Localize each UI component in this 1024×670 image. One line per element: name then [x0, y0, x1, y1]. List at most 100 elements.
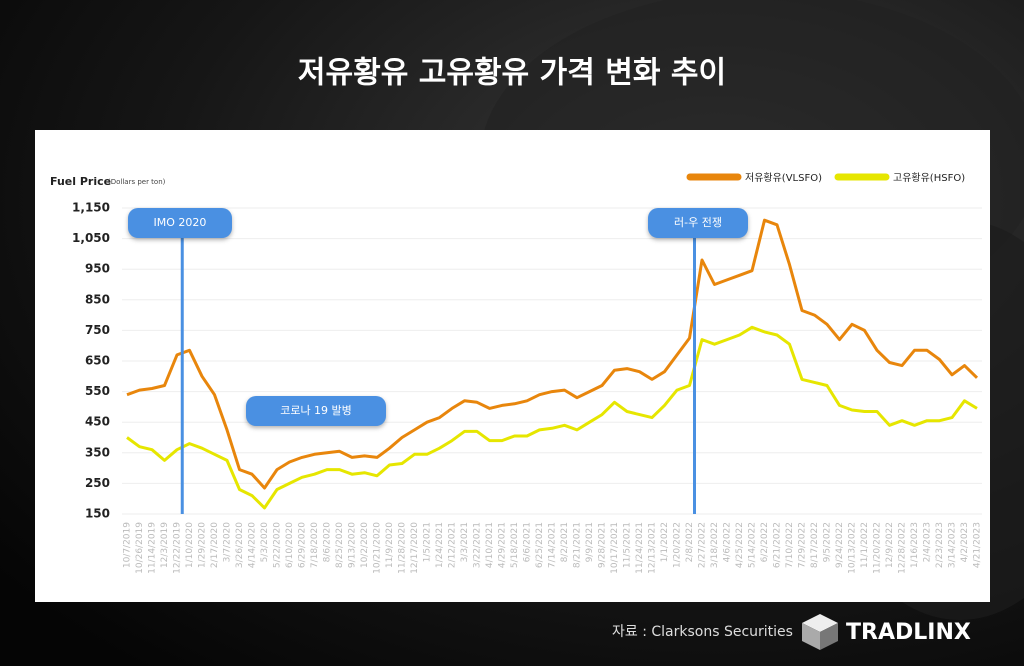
annotation-text: 코로나 19 발병 [280, 404, 352, 417]
x-tick-label: 4/2/2023 [960, 522, 970, 562]
x-tick-label: 2/12/2021 [448, 522, 458, 568]
x-tick-label: 9/28/2021 [598, 522, 608, 568]
x-tick-label: 12/3/2019 [160, 522, 170, 568]
annotation-text: IMO 2020 [154, 216, 207, 229]
annotation-box [128, 208, 232, 238]
y-tick-label: 1,050 [72, 231, 110, 245]
x-tick-label: 10/2/2020 [360, 522, 370, 568]
line-series [126, 325, 978, 510]
x-tick-label: 4/14/2020 [248, 522, 258, 568]
y-tick-label: 350 [85, 445, 110, 459]
x-tick-label: 1/5/2021 [423, 522, 433, 562]
y-tick-label: 1,150 [72, 201, 110, 215]
x-tick-label: 7/18/2020 [310, 522, 320, 568]
annotation-box [648, 208, 748, 238]
x-tick-label: 1/20/2022 [673, 522, 683, 568]
x-tick-label: 10/7/2019 [123, 522, 133, 568]
x-tick-label: 12/28/2022 [898, 522, 908, 574]
x-tick-label: 4/21/2023 [973, 522, 983, 568]
x-tick-label: 8/21/2021 [573, 522, 583, 568]
y-tick-label: 250 [85, 476, 110, 490]
x-tick-label: 11/5/2021 [623, 522, 633, 568]
x-tick-label: 5/14/2022 [748, 522, 758, 568]
legend-label: 고유황유(HSFO) [893, 172, 965, 184]
x-tick-label: 4/29/2021 [498, 522, 508, 568]
y-tick-label: 150 [85, 507, 110, 521]
x-tick-label: 11/20/2022 [873, 522, 883, 574]
x-tick-label: 2/8/2022 [685, 522, 695, 562]
legend-label: 저유황유(VLSFO) [745, 172, 822, 184]
x-tick-label: 10/13/2022 [848, 522, 858, 574]
y-tick-label: 850 [85, 292, 110, 306]
source: 자료 : Clarksons Securities [612, 624, 793, 640]
x-tick-label: 10/21/2020 [373, 522, 383, 574]
x-tick-label: 9/5/2022 [823, 522, 833, 562]
y-tick-label: 950 [85, 262, 110, 276]
x-tick-label: 9/24/2022 [835, 522, 845, 568]
x-tick-label: 5/22/2020 [273, 522, 283, 568]
x-tick-label: 8/17/2022 [810, 522, 820, 568]
x-tick-label: 4/10/2021 [485, 522, 495, 568]
x-tick-label: 2/4/2023 [923, 522, 933, 562]
x-tick-label: 6/2/2022 [760, 522, 770, 562]
x-tick-label: 10/26/2019 [135, 522, 145, 574]
y-axis-label: Fuel Price [50, 175, 111, 188]
x-tick-label: 1/1/2022 [660, 522, 670, 562]
cube-left [802, 623, 820, 650]
x-tick-label: 2/27/2022 [698, 522, 708, 568]
x-tick-label: 8/25/2020 [335, 522, 345, 568]
y-tick-label: 750 [85, 323, 110, 337]
x-tick-label: 12/17/2020 [410, 522, 420, 574]
x-tick-label: 5/18/2021 [510, 522, 520, 568]
x-tick-label: 7/10/2022 [785, 522, 795, 568]
x-tick-label: 4/6/2022 [723, 522, 733, 562]
x-tick-label: 10/17/2021 [610, 522, 620, 574]
x-tick-label: 6/21/2022 [773, 522, 783, 568]
x-tick-label: 11/24/2021 [635, 522, 645, 574]
x-tick-label: 1/24/2021 [435, 522, 445, 568]
x-tick-label: 1/10/2020 [185, 522, 195, 568]
x-tick-label: 11/9/2020 [385, 522, 395, 568]
x-tick-label: 2/17/2020 [210, 522, 220, 568]
x-tick-label: 6/25/2021 [535, 522, 545, 568]
x-tick-label: 7/29/2022 [798, 522, 808, 568]
chart-title: 저유황유 고유황유 가격 변화 추이 [298, 56, 726, 91]
annotation-text: 러-우 전쟁 [674, 216, 722, 229]
x-tick-label: 2/23/2023 [935, 522, 945, 568]
x-tick-label: 9/9/2021 [585, 522, 595, 562]
x-tick-label: 6/6/2021 [523, 522, 533, 562]
x-tick-label: 8/2/2021 [560, 522, 570, 562]
y-axis-unit: (Dollars per ton) [108, 178, 166, 186]
x-tick-label: 1/16/2023 [910, 522, 920, 568]
brand: TRADLINX [846, 620, 971, 645]
x-tick-label: 11/1/2022 [860, 522, 870, 568]
x-tick-label: 11/14/2019 [148, 522, 158, 574]
x-tick-label: 3/26/2020 [235, 522, 245, 568]
line-series [126, 218, 979, 490]
y-tick-label: 450 [85, 415, 110, 429]
x-tick-label: 8/6/2020 [323, 522, 333, 563]
x-tick-label: 7/14/2021 [548, 522, 558, 568]
x-tick-label: 3/3/2021 [460, 522, 470, 562]
x-tick-label: 6/29/2020 [298, 522, 308, 568]
x-tick-label: 11/28/2020 [398, 522, 408, 574]
x-tick-label: 12/22/2019 [173, 522, 183, 574]
annotation-box [246, 396, 386, 426]
x-tick-label: 3/22/2021 [473, 522, 483, 568]
x-tick-label: 5/3/2020 [260, 522, 270, 563]
x-tick-label: 1/29/2020 [198, 522, 208, 568]
x-tick-label: 6/10/2020 [285, 522, 295, 568]
x-tick-label: 3/18/2022 [710, 522, 720, 568]
logo-icon [802, 614, 838, 650]
x-tick-label: 12/13/2021 [648, 522, 658, 574]
y-tick-label: 650 [85, 354, 110, 368]
x-tick-label: 9/13/2020 [348, 522, 358, 568]
x-tick-label: 4/25/2022 [735, 522, 745, 568]
x-tick-label: 3/7/2020 [223, 522, 233, 563]
x-tick-label: 3/14/2023 [948, 522, 958, 568]
cube-right [820, 623, 838, 650]
y-tick-label: 550 [85, 384, 110, 398]
x-tick-label: 12/9/2022 [885, 522, 895, 568]
